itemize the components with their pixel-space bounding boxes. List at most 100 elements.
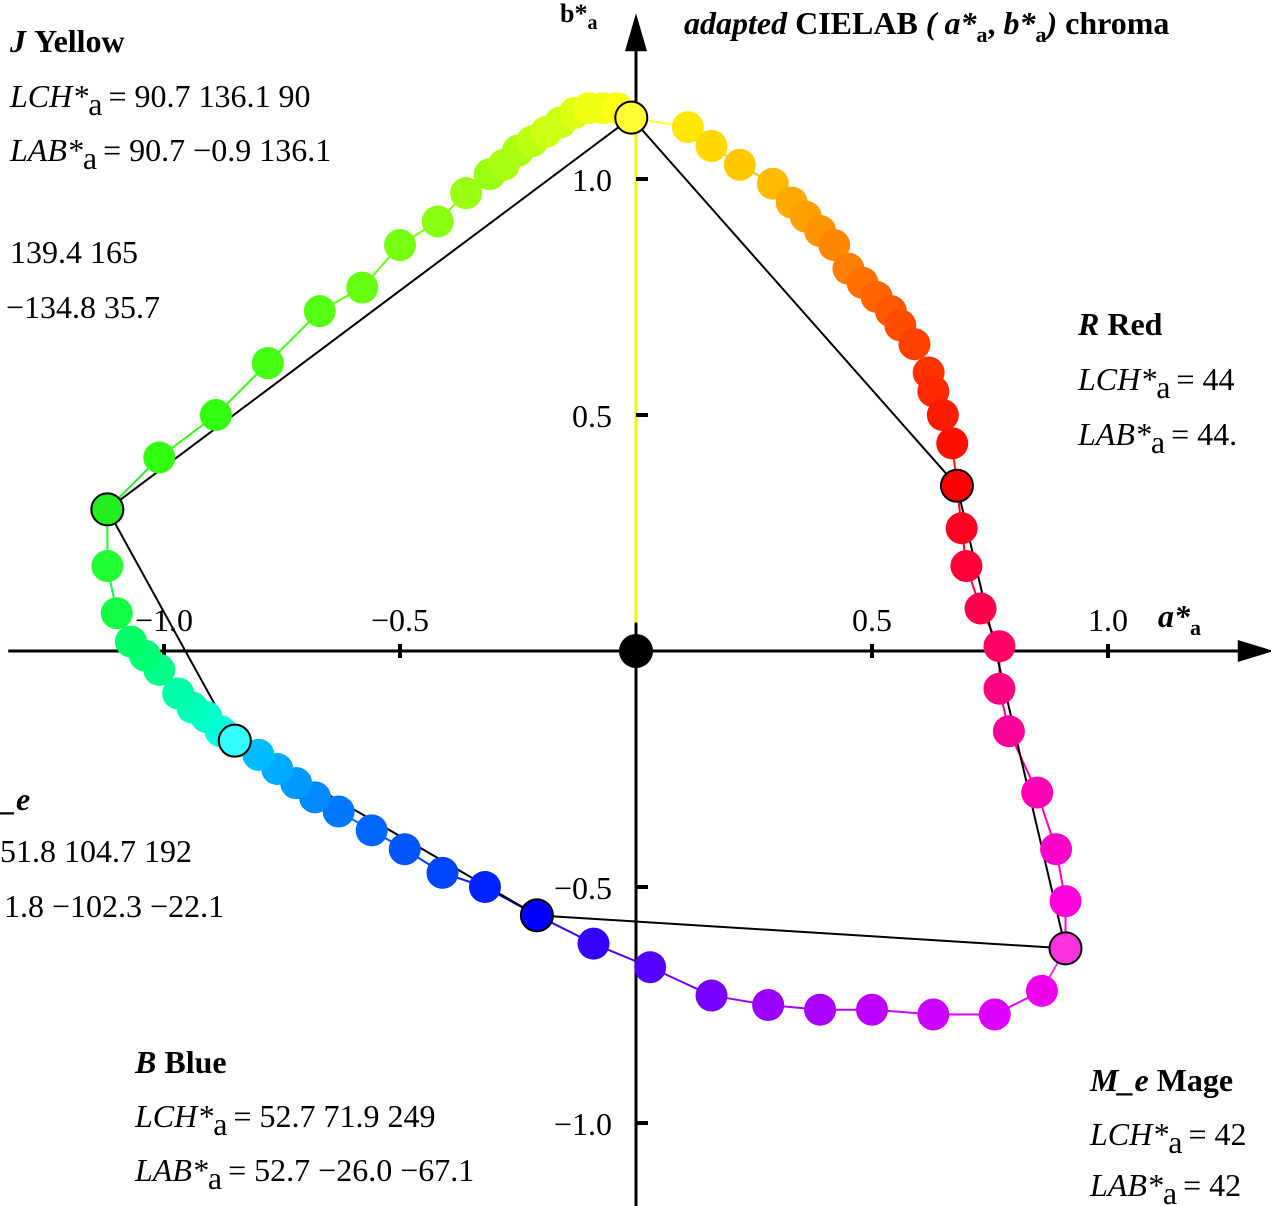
hue-point xyxy=(917,998,950,1031)
title-open-paren: ( xyxy=(926,5,939,41)
annotation-yellow-title: J Yellow xyxy=(9,23,125,59)
x-tick-label: 0.5 xyxy=(852,602,892,638)
annotation-blue-lch-sub: a xyxy=(213,1106,227,1142)
annotation-yellow-lch-value: = 90.7 136.1 90 xyxy=(108,78,310,114)
y-axis-label-main: b* xyxy=(560,0,587,28)
chart-title: adapted CIELAB(a*a, b*a) chroma xyxy=(684,5,1169,47)
y-axis-label-sub: a xyxy=(587,12,597,34)
annotation-magenta-lch-sub: a xyxy=(1168,1124,1182,1160)
y-tick-label: 0.5 xyxy=(572,398,612,434)
annotation-magenta-name: Mage xyxy=(1157,1062,1233,1098)
annotation-yellow-lch-sub: a xyxy=(88,86,102,122)
title-adapted: adapted xyxy=(684,5,788,41)
hue-point xyxy=(723,148,756,181)
hue-point xyxy=(303,295,336,328)
primary-point-J xyxy=(614,100,649,135)
annotation-yellow-lch-label: LCH* xyxy=(9,78,88,114)
x-axis-label: a*a xyxy=(1158,598,1201,640)
primary-point-R xyxy=(939,468,974,503)
hue-point xyxy=(468,871,501,903)
y-axis-label: b*a xyxy=(560,0,597,34)
title-a: a* xyxy=(944,5,977,41)
hue-point xyxy=(964,592,997,625)
title-cielab: CIELAB xyxy=(795,5,918,41)
x-axis-arrow xyxy=(1237,640,1271,662)
annotation-red-lab: LAB*a = 44. xyxy=(1077,416,1237,460)
hue-point xyxy=(945,512,978,545)
axes xyxy=(8,13,1271,1206)
hue-point xyxy=(114,625,147,658)
annotation-magenta-lab-sub: a xyxy=(1163,1175,1177,1206)
annotation-yellow-lch: LCH*a = 90.7 136.1 90 xyxy=(9,78,311,122)
annotation-cyan-title: _e xyxy=(0,781,30,817)
annotation-red: R Red LCH*a = 44 LAB*a = 44. xyxy=(1077,306,1237,460)
x-tick-label: 1.0 xyxy=(1088,602,1128,638)
hue-point xyxy=(322,795,355,828)
title-b-sub: a xyxy=(1035,22,1046,47)
annotation-red-key: R xyxy=(1077,306,1099,342)
annotation-magenta-lab-label: LAB* xyxy=(1089,1167,1163,1203)
hue-point xyxy=(856,993,888,1026)
annotation-blue: B Blue LCH*a = 52.7 71.9 249 LAB*a = 52.7 −… xyxy=(134,1044,474,1196)
hue-point xyxy=(199,399,232,431)
hue-point xyxy=(355,814,388,847)
hue-point xyxy=(426,856,459,889)
title-a-sub: a xyxy=(976,22,987,47)
hue-point xyxy=(384,229,416,262)
hue-point xyxy=(936,427,969,460)
annotation-blue-lch-label: LCH* xyxy=(134,1098,213,1134)
hue-point xyxy=(950,550,983,583)
primary-point-C xyxy=(217,723,252,758)
hue-point xyxy=(450,177,483,210)
hue-point xyxy=(898,328,931,361)
annotation-blue-lch: LCH*a = 52.7 71.9 249 xyxy=(134,1098,436,1142)
title-b: b* xyxy=(1003,5,1036,41)
annotation-blue-name: Blue xyxy=(164,1044,226,1080)
annotation-blue-key: B xyxy=(134,1044,156,1080)
hue-points xyxy=(91,92,1082,1031)
annotation-magenta-title: M_e Mage xyxy=(1089,1062,1233,1098)
hue-point xyxy=(577,927,610,960)
origin-point xyxy=(619,634,653,668)
annotation-green-lch: 139.4 165 xyxy=(10,234,138,270)
hue-point xyxy=(695,129,728,162)
hue-point xyxy=(983,630,1016,663)
polygon-edge-C-G xyxy=(106,508,236,742)
hue-point xyxy=(978,998,1011,1031)
axis-ticks: −1.0 −0.5 0.5 1.0 1.0 0.5 −0.5 −1.0 xyxy=(135,162,1128,1142)
hue-point xyxy=(1021,776,1054,809)
annotation-blue-lch-value: = 52.7 71.9 249 xyxy=(233,1098,435,1134)
hue-point xyxy=(818,229,851,262)
polygon-edge-G-J xyxy=(106,116,632,511)
x-tick-label: −1.0 xyxy=(135,602,193,638)
annotation-cyan-lab: 1.8 −102.3 −22.1 xyxy=(4,888,224,924)
x-axis-label-main: a* xyxy=(1158,598,1191,634)
annotation-yellow-lab-label: LAB* xyxy=(9,132,83,168)
annotation-red-lch-sub: a xyxy=(1156,369,1170,405)
annotation-yellow-key: J xyxy=(9,23,27,59)
annotation-blue-lab-label: LAB* xyxy=(134,1152,208,1188)
title-tail: chroma xyxy=(1065,5,1169,41)
primary-points xyxy=(90,100,1083,966)
annotation-magenta-lch-value: = 42 xyxy=(1188,1116,1246,1152)
hue-point xyxy=(804,993,837,1026)
y-tick-label: 1.0 xyxy=(572,162,612,198)
annotation-magenta-lch-label: LCH* xyxy=(1089,1116,1168,1152)
hue-point xyxy=(388,833,421,866)
y-tick-label: −0.5 xyxy=(554,870,612,906)
annotation-yellow: J Yellow LCH*a = 90.7 136.1 90 LAB*a = 90.7… xyxy=(9,23,331,176)
annotation-yellow-lab-value: = 90.7 −0.9 136.1 xyxy=(103,132,331,168)
annotation-yellow-lab: LAB*a = 90.7 −0.9 136.1 xyxy=(9,132,331,176)
hue-point xyxy=(983,672,1016,705)
annotation-magenta-lab-value: = 42 xyxy=(1183,1167,1241,1203)
polygon-edge-J-R xyxy=(630,116,958,487)
hue-point xyxy=(162,677,195,710)
hue-point xyxy=(752,989,785,1021)
title-close-paren: ) xyxy=(1043,5,1057,41)
hue-point xyxy=(421,205,454,238)
annotation-blue-lab-sub: a xyxy=(208,1160,222,1196)
hue-point xyxy=(695,979,728,1012)
hue-point xyxy=(100,597,133,630)
title-comma: , xyxy=(987,5,995,41)
primary-point-B xyxy=(519,898,554,933)
